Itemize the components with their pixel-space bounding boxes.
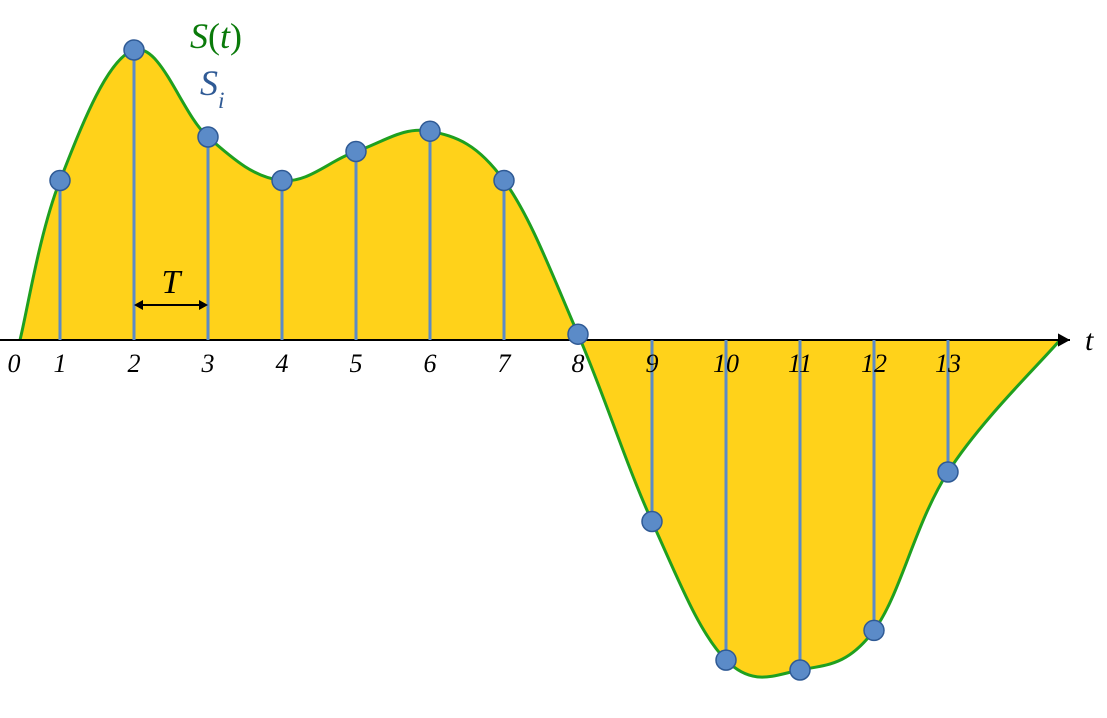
tick-label: 4 xyxy=(276,349,289,378)
sampling-diagram: t012345678910111213TS(t)Si xyxy=(0,0,1107,718)
sample-marker xyxy=(198,127,218,147)
tick-label: 1 xyxy=(54,349,67,378)
tick-label: 12 xyxy=(861,349,887,378)
tick-label: 9 xyxy=(646,349,659,378)
sample-marker xyxy=(790,660,810,680)
sample-marker xyxy=(494,171,514,191)
sample-marker xyxy=(50,171,70,191)
sample-marker xyxy=(864,620,884,640)
tick-label-0: 0 xyxy=(8,349,21,378)
sample-marker xyxy=(642,512,662,532)
tick-label: 5 xyxy=(350,349,363,378)
tick-label: 7 xyxy=(498,349,512,378)
tick-label: 13 xyxy=(935,349,961,378)
curve-label-S-of-t: S(t) xyxy=(190,16,242,56)
tick-label: 3 xyxy=(201,349,215,378)
sample-marker xyxy=(938,462,958,482)
sample-marker xyxy=(420,121,440,141)
x-axis-label: t xyxy=(1085,324,1094,357)
sample-marker xyxy=(346,142,366,162)
tick-label: 2 xyxy=(128,349,141,378)
sample-marker xyxy=(568,324,588,344)
tick-label: 10 xyxy=(713,349,739,378)
x-axis-arrowhead xyxy=(1058,333,1070,346)
period-label: T xyxy=(162,264,183,301)
tick-label: 6 xyxy=(424,349,437,378)
sample-label-S-i: Si xyxy=(200,63,225,114)
tick-label: 8 xyxy=(572,349,585,378)
sample-marker xyxy=(124,40,144,60)
tick-label: 11 xyxy=(788,349,812,378)
sample-marker xyxy=(272,171,292,191)
signal-area xyxy=(20,49,1060,677)
sample-marker xyxy=(716,650,736,670)
